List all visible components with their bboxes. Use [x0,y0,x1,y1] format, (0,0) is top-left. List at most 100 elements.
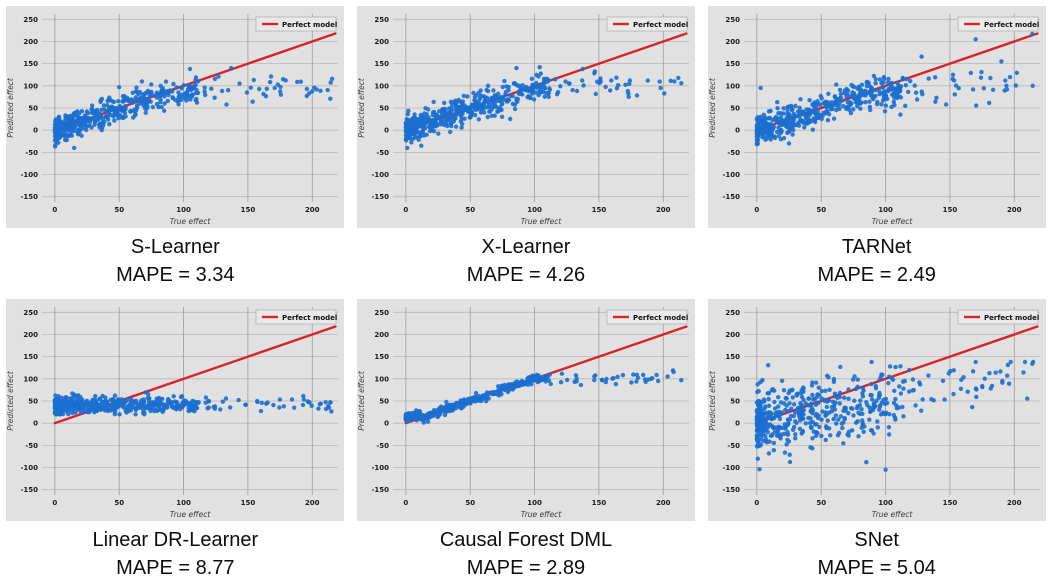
chart-title: SNet [854,529,899,551]
y-tick-label: -100 [722,171,740,179]
scatter-plot-x-learner: -150 -100 -50 0 50 100 150 200 250 0 50 100 150 200 Tr… [356,6,695,228]
x-tick-label: 150 [942,206,957,214]
x-tick-label: 200 [656,206,671,214]
y-tick-label: 100 [725,375,740,383]
x-tick-label: 0 [53,206,58,214]
y-tick-label: 150 [374,60,389,68]
chart-cell-tarnet: -150 -100 -50 0 50 100 150 200 250 0 50 100 150 200 Tr… [707,6,1046,289]
plot-background [6,6,345,228]
y-tick-label: -50 [26,149,39,157]
x-tick-label: 150 [241,206,256,214]
chart-mape-value: MAPE = 2.49 [817,264,936,286]
scatter-points [754,359,1035,472]
y-tick-label: 100 [374,375,389,383]
plot-background [356,299,695,521]
legend: Perfect model [606,16,688,32]
y-tick-label: 200 [374,331,389,339]
x-tick-label: 200 [1007,499,1022,507]
legend: Perfect model [957,16,1039,32]
y-tick-label: -50 [376,442,389,450]
x-tick-label: 0 [53,499,58,507]
x-axis-label: True effect [521,217,563,226]
y-tick-label: -100 [371,171,389,179]
legend-label: Perfect model [282,21,337,29]
y-tick-label: 250 [725,16,740,24]
axis-ticks: -150 -100 -50 0 50 100 150 200 250 0 50 100 150 200 [371,309,670,507]
legend-label: Perfect model [984,314,1039,322]
legend-label: Perfect model [633,21,688,29]
axis-ticks: -150 -100 -50 0 50 100 150 200 250 0 50 100 150 200 [722,309,1021,507]
chart-mape-value: MAPE = 2.89 [466,557,586,579]
x-tick-label: 0 [403,499,408,507]
x-tick-label: 50 [115,206,125,214]
y-tick-label: -150 [371,193,389,201]
x-tick-label: 50 [816,499,826,507]
legend-box [606,309,688,325]
legend: Perfect model [255,309,338,325]
y-tick-label: 100 [374,82,389,90]
y-axis-label: Predicted effect [357,77,366,138]
x-tick-label: 0 [754,499,759,507]
y-tick-label: 100 [24,375,39,383]
legend: Perfect model [606,309,688,325]
x-tick-label: 200 [656,499,671,507]
x-tick-label: 50 [465,206,475,214]
scatter-plot-snet: -150 -100 -50 0 50 100 150 200 250 0 50 100 150 200 Tr… [707,299,1046,521]
x-tick-label: 200 [305,206,320,214]
chart-title: TARNet [841,236,912,258]
y-tick-label: 200 [24,38,39,46]
legend-label: Perfect model [633,314,688,322]
x-tick-label: 100 [527,206,542,214]
legend: Perfect model [957,309,1039,325]
y-axis-label: Predicted effect [6,370,15,431]
y-tick-label: 150 [374,353,389,361]
chart-mape-value: MAPE = 4.26 [466,264,586,286]
y-tick-label: -100 [371,464,389,472]
y-tick-label: 50 [730,105,740,113]
chart-mape-value: MAPE = 3.34 [116,264,235,286]
legend-box [957,16,1039,32]
chart-title: S-Learner [130,236,220,258]
legend-label: Perfect model [984,21,1039,29]
y-tick-label: -150 [21,486,39,494]
x-tick-label: 150 [592,206,607,214]
axis-ticks: -150 -100 -50 0 50 100 150 200 250 0 50 100 150 200 [21,309,320,507]
y-tick-label: 0 [33,127,38,135]
chart-mape-value: MAPE = 5.04 [817,557,936,579]
y-tick-label: 0 [33,420,38,428]
y-tick-label: -50 [727,149,740,157]
chart-caption: TARNet MAPE = 2.49 [817,233,935,289]
chart-cell-s-learner: -150 -100 -50 0 50 100 150 200 250 0 50 100 150 200 Tr… [6,6,345,289]
y-tick-label: -100 [722,464,740,472]
y-tick-label: 200 [725,38,740,46]
chart-title: Causal Forest DML [439,529,613,551]
x-axis-label: True effect [170,510,212,519]
scatter-points [403,65,684,151]
y-tick-label: -150 [21,193,39,201]
y-tick-label: 200 [374,38,389,46]
legend-box [255,16,337,32]
chart-cell-x-learner: -150 -100 -50 0 50 100 150 200 250 0 50 100 150 200 Tr… [356,6,696,289]
y-axis-label: Predicted effect [708,77,717,138]
y-tick-label: 50 [379,398,389,406]
y-tick-label: 0 [735,420,740,428]
axis-ticks: -150 -100 -50 0 50 100 150 200 250 0 50 100 150 200 [371,16,670,214]
y-tick-label: -50 [376,149,389,157]
y-tick-label: -50 [26,442,39,450]
y-tick-label: 250 [374,309,389,317]
y-tick-label: 150 [725,60,740,68]
chart-title: Linear DR-Learner [92,529,259,551]
y-tick-label: 50 [29,398,39,406]
y-tick-label: 250 [24,309,39,317]
legend-box [255,309,337,325]
x-tick-label: 150 [942,499,957,507]
scatter-points [53,390,334,417]
scatter-points [754,31,1035,147]
x-tick-label: 50 [465,499,475,507]
y-tick-label: 250 [24,16,39,24]
legend-box [606,16,688,32]
x-axis-label: True effect [871,217,913,226]
axis-ticks: -150 -100 -50 0 50 100 150 200 250 0 50 100 150 200 [21,16,320,214]
axis-ticks: -150 -100 -50 0 50 100 150 200 250 0 50 100 150 200 [722,16,1021,214]
y-tick-label: 150 [24,60,39,68]
